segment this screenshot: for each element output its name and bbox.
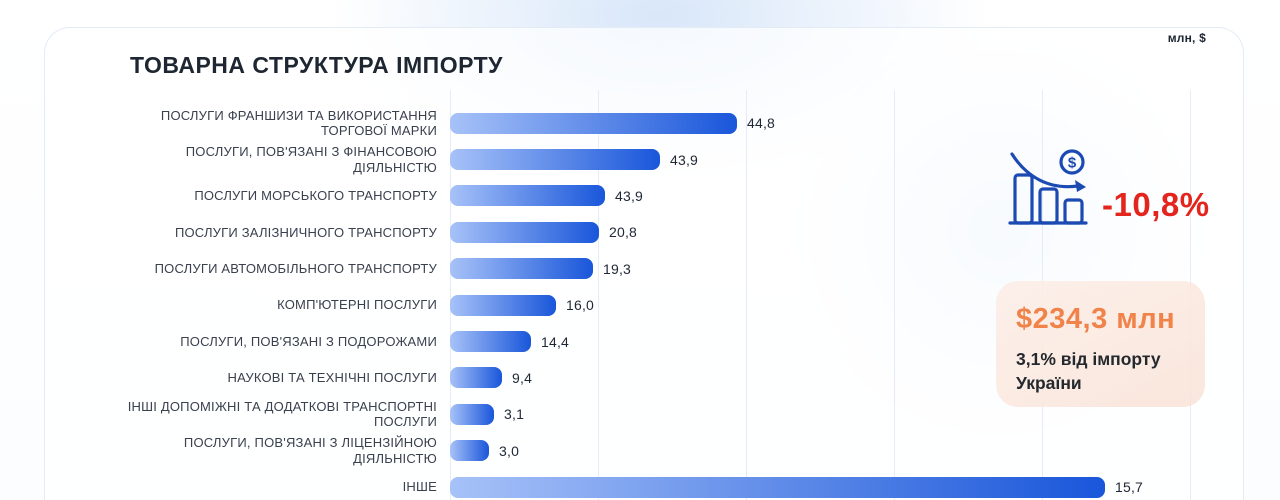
content-panel bbox=[44, 27, 1244, 500]
gridline bbox=[598, 90, 599, 500]
units-label: млн, $ bbox=[1167, 31, 1206, 45]
gridline bbox=[450, 90, 451, 500]
category-label: НАУКОВІ ТА ТЕХНІЧНІ ПОСЛУГИ bbox=[227, 370, 437, 386]
category-label: ІНШІ ДОПОМІЖНІ ТА ДОДАТКОВІ ТРАНСПОРТНІ … bbox=[127, 398, 437, 430]
value-label: 3,1 bbox=[504, 406, 525, 423]
bar bbox=[450, 221, 599, 243]
value-label: 19,3 bbox=[603, 260, 632, 277]
category-label: ПОСЛУГИ ЗАЛІЗНИЧНОГО ТРАНСПОРТУ bbox=[174, 224, 437, 240]
bar-row: ПОСЛУГИ АВТОМОБІЛЬНОГО ТРАНСПОРТУ 19,3 bbox=[0, 251, 1240, 287]
bar-row: КОМП'ЮТЕРНІ ПОСЛУГИ 16,0 bbox=[0, 287, 1240, 323]
category-label: ІНШЕ bbox=[402, 479, 437, 495]
bar bbox=[450, 476, 1105, 498]
category-label: КОМП'ЮТЕРНІ ПОСЛУГИ bbox=[277, 297, 437, 313]
svg-text:$: $ bbox=[1068, 155, 1077, 172]
bar-row: ІНШІ ДОПОМІЖНІ ТА ДОДАТКОВІ ТРАНСПОРТНІ … bbox=[0, 396, 1240, 432]
bar-row: ПОСЛУГИ МОРСЬКОГО ТРАНСПОРТУ 43,9 bbox=[0, 178, 1240, 214]
gridline bbox=[894, 90, 895, 500]
category-label: ПОСЛУГИ АВТОМОБІЛЬНОГО ТРАНСПОРТУ bbox=[154, 261, 437, 277]
page-title: ТОВАРНА СТРУКТУРА ІМПОРТУ bbox=[130, 52, 503, 78]
value-label: 3,0 bbox=[499, 442, 520, 459]
value-label: 43,9 bbox=[670, 151, 699, 168]
category-label: ПОСЛУГИ, ПОВ'ЯЗАНІ З ЛІЦЕНЗІЙНОЮ ДІЯЛЬНІ… bbox=[183, 435, 437, 466]
declining-bar-chart-dollar-icon: $ bbox=[1008, 149, 1088, 225]
bar-row: ІНШЕ 15,7 bbox=[0, 469, 1240, 500]
bar bbox=[450, 294, 556, 316]
category-label: ПОСЛУГИ ФРАНШИЗИ ТА ВИКОРИСТАННЯ ТОРГОВО… bbox=[160, 107, 437, 139]
value-label: 16,0 bbox=[566, 297, 595, 314]
bar bbox=[450, 185, 605, 207]
bar bbox=[450, 112, 737, 134]
value-label: 14,4 bbox=[541, 333, 570, 350]
value-label: 44,8 bbox=[747, 115, 776, 132]
bar-row: НАУКОВІ ТА ТЕХНІЧНІ ПОСЛУГИ 9,4 bbox=[0, 360, 1240, 396]
bar bbox=[450, 367, 502, 389]
bar bbox=[450, 149, 660, 171]
value-label: 15,7 bbox=[1115, 479, 1144, 496]
value-label: 9,4 bbox=[512, 369, 533, 386]
bar bbox=[450, 331, 531, 353]
bar-row: ПОСЛУГИ, ПОВ'ЯЗАНІ З ЛІЦЕНЗІЙНОЮ ДІЯЛЬНІ… bbox=[0, 433, 1240, 469]
bar-row: ПОСЛУГИ ЗАЛІЗНИЧНОГО ТРАНСПОРТУ 20,8 bbox=[0, 214, 1240, 250]
category-label: ПОСЛУГИ МОРСЬКОГО ТРАНСПОРТУ bbox=[194, 188, 437, 204]
bar-row: ПОСЛУГИ, ПОВ'ЯЗАНІ З ПОДОРОЖАМИ 14,4 bbox=[0, 323, 1240, 359]
gridline bbox=[746, 90, 747, 500]
decline-percentage: -10,8% bbox=[1102, 186, 1210, 223]
bar bbox=[450, 403, 494, 425]
bar bbox=[450, 258, 593, 280]
bar bbox=[450, 440, 489, 462]
category-label: ПОСЛУГИ, ПОВ'ЯЗАНІ З ФІНАНСОВОЮ ДІЯЛЬНІС… bbox=[185, 144, 437, 175]
value-label: 20,8 bbox=[609, 224, 638, 241]
category-label: ПОСЛУГИ, ПОВ'ЯЗАНІ З ПОДОРОЖАМИ bbox=[180, 333, 437, 349]
bar-row: ПОСЛУГИ ФРАНШИЗИ ТА ВИКОРИСТАННЯ ТОРГОВО… bbox=[0, 105, 1240, 141]
value-label: 43,9 bbox=[615, 187, 644, 204]
